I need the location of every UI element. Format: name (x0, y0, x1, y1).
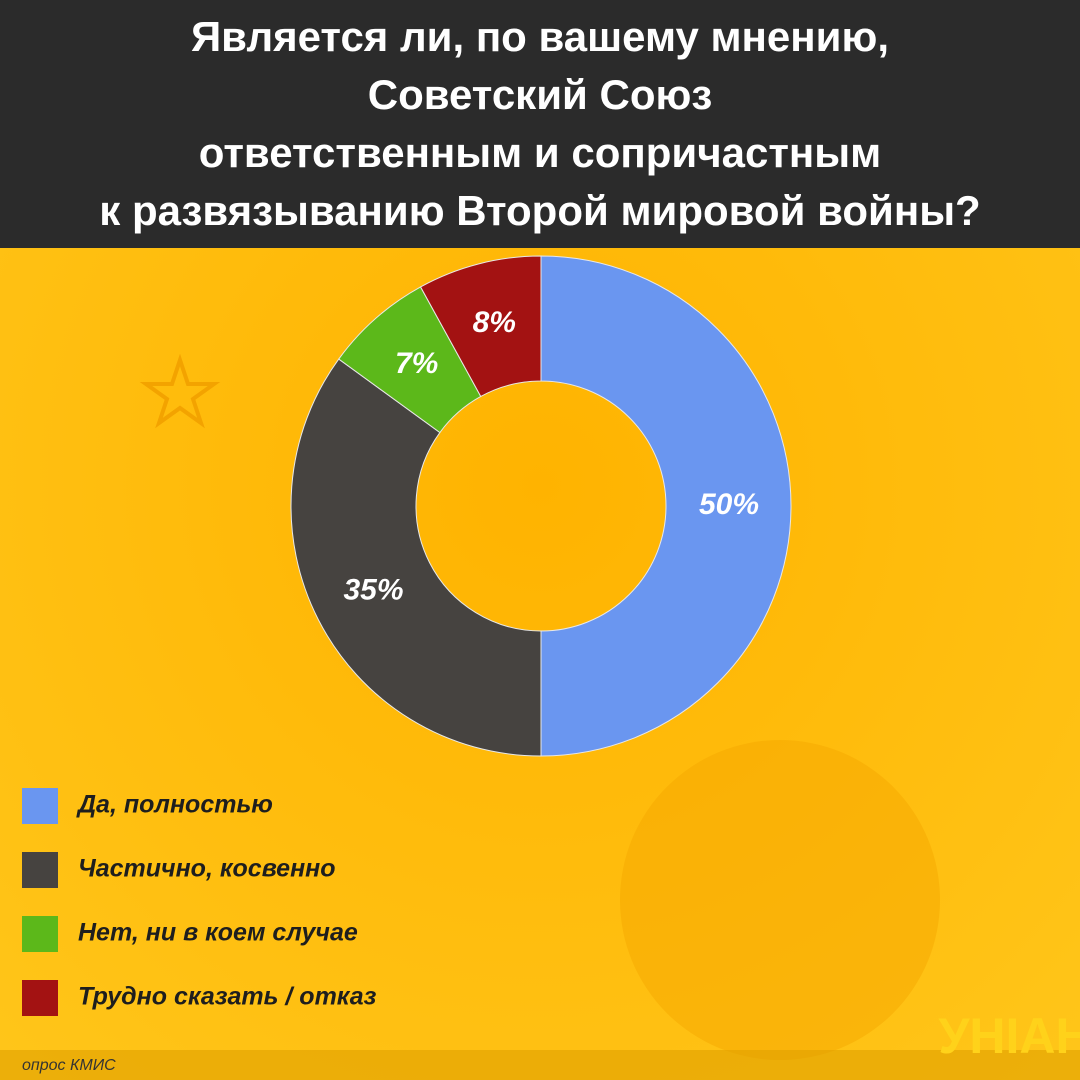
donut-segment (540, 255, 792, 757)
title-line: к развязыванию Второй мировой войны? (99, 187, 980, 234)
value-label: 7% (395, 347, 438, 380)
logo: УНІАН (938, 1008, 1080, 1064)
title-line: Является ли, по вашему мнению, (191, 13, 889, 60)
legend-label: Частично, косвенно (78, 855, 336, 883)
legend-swatch (22, 980, 58, 1016)
legend-label: Да, полностью (76, 791, 273, 819)
star-decoration (139, 353, 221, 429)
legend-label: Трудно сказать / отказ (78, 983, 377, 1011)
donut-segment (419, 255, 542, 398)
legend-swatch (22, 852, 58, 888)
title-line: ответственным и сопричастным (199, 129, 881, 176)
value-label: 8% (473, 306, 516, 339)
donut-segment (290, 358, 542, 757)
emblem-decoration (620, 740, 940, 1060)
value-label: 50% (699, 488, 759, 521)
value-label: 35% (343, 573, 403, 606)
source-band (0, 1050, 1080, 1080)
legend-label: Нет, ни в коем случае (78, 919, 358, 947)
title-bar (0, 0, 1080, 248)
source: опрос КМИС (22, 1057, 116, 1074)
legend-swatch (22, 788, 58, 824)
legend-swatch (22, 916, 58, 952)
title-line: Советский Союз (368, 71, 713, 118)
